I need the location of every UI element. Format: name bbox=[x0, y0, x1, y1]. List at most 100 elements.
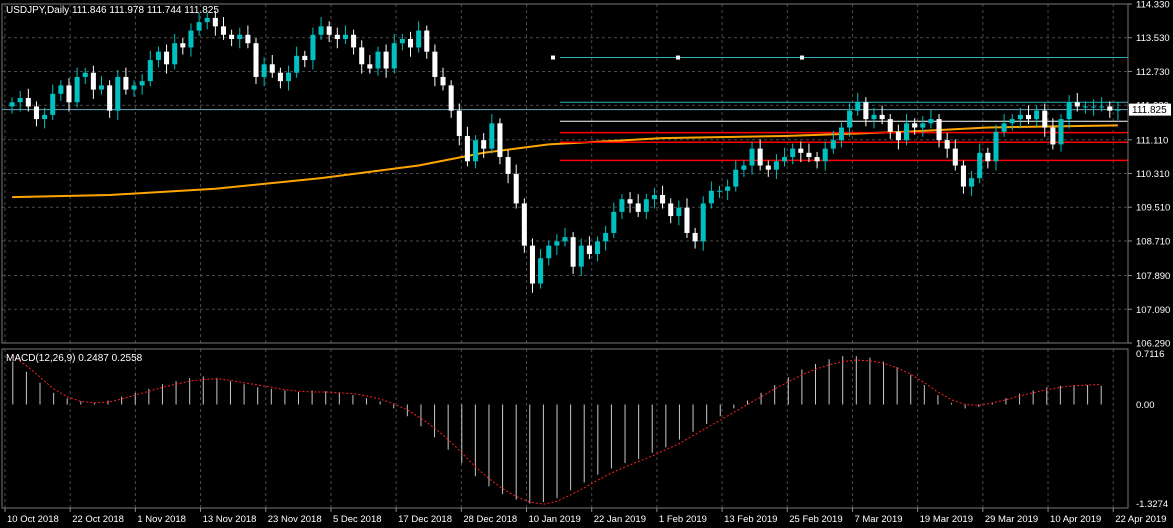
price-tick-label: 111.110 bbox=[1136, 135, 1168, 146]
candle-bull bbox=[310, 34, 316, 61]
price-tick-label: 114.330 bbox=[1136, 0, 1170, 11]
date-tick-label: 1 Nov 2018 bbox=[137, 514, 186, 525]
candle-bull bbox=[871, 114, 877, 120]
current-price-badge bbox=[1129, 103, 1171, 116]
macd-signal-line bbox=[12, 355, 1102, 505]
candle-bull bbox=[1091, 106, 1097, 108]
candle-bull bbox=[578, 245, 584, 267]
candle-bull bbox=[920, 123, 926, 128]
candle-bull bbox=[708, 190, 714, 204]
candle-bull bbox=[375, 51, 381, 69]
candle-bull bbox=[928, 119, 934, 124]
price-tick-label: 112.730 bbox=[1136, 67, 1170, 78]
candle-bull bbox=[172, 43, 178, 65]
candle-bull bbox=[318, 26, 324, 35]
candle-bull bbox=[1034, 110, 1040, 120]
candle-bear bbox=[1025, 114, 1032, 120]
macd-header: MACD(12,26,9) 0.2487 0.2558 bbox=[6, 353, 143, 364]
candle-bull bbox=[847, 110, 853, 128]
candle-bear bbox=[383, 51, 389, 69]
candle-bear bbox=[302, 55, 308, 61]
candle-bull bbox=[595, 241, 601, 255]
date-tick-label: 10 Jan 2019 bbox=[529, 514, 581, 525]
candle-bull bbox=[830, 140, 836, 149]
macd-grid bbox=[4, 349, 1114, 508]
candle-bear bbox=[936, 119, 942, 141]
candle-bear bbox=[277, 72, 283, 82]
candle-bear bbox=[367, 64, 373, 69]
candle-bull bbox=[676, 207, 682, 217]
date-tick-label: 23 Nov 2018 bbox=[268, 514, 322, 525]
candle-bull bbox=[82, 72, 88, 77]
candle-bull bbox=[838, 127, 844, 141]
candle-bear bbox=[692, 232, 698, 242]
candle-bull bbox=[1115, 109, 1121, 111]
candle-bear bbox=[668, 203, 674, 217]
macd-histogram-layer bbox=[12, 356, 1102, 504]
candle-bear bbox=[529, 245, 535, 284]
candle-bear bbox=[351, 34, 357, 48]
candle-bull bbox=[741, 165, 747, 170]
candle-bull bbox=[643, 199, 649, 212]
candle-bull bbox=[855, 102, 861, 111]
candle-bull bbox=[261, 64, 267, 77]
candle-bear bbox=[505, 157, 511, 174]
candle-bear bbox=[684, 207, 690, 233]
candle-bull bbox=[538, 258, 544, 284]
price-tick-label: 108.710 bbox=[1136, 236, 1170, 247]
date-tick-label: 10 Apr 2019 bbox=[1050, 514, 1101, 525]
horizontal-levels-layer[interactable] bbox=[2, 55, 1128, 162]
candle-bear bbox=[586, 245, 592, 255]
candle-bull bbox=[716, 190, 723, 192]
moving-average-line bbox=[12, 124, 1118, 199]
date-tick-label: 7 Mar 2019 bbox=[854, 514, 902, 525]
price-tick-label: 106.290 bbox=[1136, 339, 1170, 350]
candle-bull bbox=[773, 161, 779, 170]
candle-bull bbox=[58, 85, 64, 94]
candle-bull bbox=[700, 203, 706, 242]
candle-bull bbox=[286, 72, 292, 82]
candle-bear bbox=[407, 38, 414, 48]
main-grid bbox=[2, 3, 1128, 344]
candle-bear bbox=[481, 140, 487, 149]
candle-bear bbox=[245, 34, 251, 44]
candle-bear bbox=[627, 199, 633, 204]
candle-bull bbox=[603, 232, 609, 242]
candle-bull bbox=[725, 186, 731, 191]
date-tick-label: 29 Mar 2019 bbox=[985, 514, 1038, 525]
candle-bear bbox=[253, 43, 259, 77]
candle-bear bbox=[334, 34, 340, 39]
candle-bear bbox=[107, 85, 113, 111]
candle-bear bbox=[66, 85, 72, 103]
candle-bull bbox=[17, 98, 23, 103]
candle-bear bbox=[326, 26, 332, 35]
candle-bull bbox=[342, 34, 348, 39]
date-tick-label: 1 Feb 2019 bbox=[659, 514, 707, 525]
date-tick-label: 17 Dec 2018 bbox=[398, 514, 452, 525]
level-anchor-point[interactable] bbox=[676, 55, 680, 60]
date-tick-label: 28 Dec 2018 bbox=[463, 514, 517, 525]
candle-bull bbox=[790, 148, 796, 158]
candle-bull bbox=[196, 22, 202, 31]
candle-bear bbox=[765, 165, 771, 170]
date-tick-label: 13 Nov 2018 bbox=[203, 514, 257, 525]
candle-bear bbox=[1107, 106, 1113, 111]
candle-bear bbox=[879, 114, 885, 120]
candle-bull bbox=[237, 34, 243, 39]
level-anchor-point[interactable] bbox=[800, 55, 804, 60]
labels-layer: USDJPY,Daily 111.846 111.978 111.744 111… bbox=[6, 5, 219, 364]
candle-bull bbox=[131, 85, 137, 90]
candle-bear bbox=[269, 64, 275, 73]
candles-layer bbox=[9, 10, 1121, 293]
candle-bull bbox=[98, 85, 105, 90]
candle-bull bbox=[1082, 106, 1088, 108]
candle-bull bbox=[749, 148, 755, 166]
macd-signal-layer bbox=[12, 355, 1102, 505]
candle-bull bbox=[139, 81, 145, 86]
level-anchor-point[interactable] bbox=[551, 55, 555, 60]
candle-bull bbox=[294, 55, 300, 73]
candle-bull bbox=[554, 241, 560, 246]
candle-bull bbox=[204, 17, 210, 23]
